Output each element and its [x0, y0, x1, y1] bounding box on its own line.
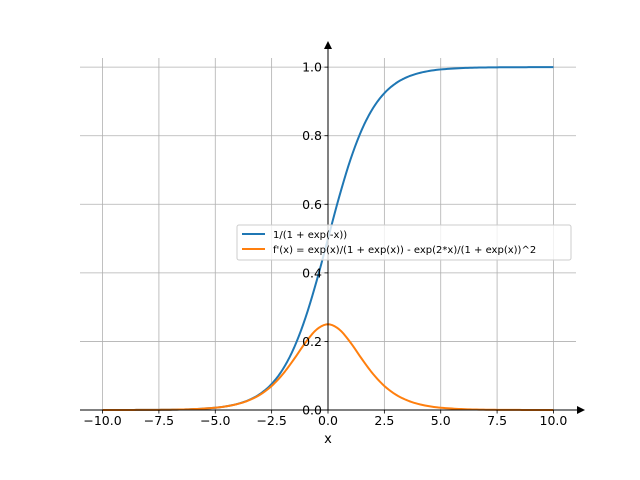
y-tick-label: 0.0 — [302, 403, 322, 418]
x-tick-label: −5.0 — [200, 413, 230, 428]
x-tick-label: −2.5 — [256, 413, 286, 428]
x-axis-arrow — [577, 406, 585, 414]
legend-box — [236, 224, 572, 261]
x-tick-label: −10.0 — [83, 413, 121, 428]
legend: 1/(1 + exp(-x)) f'(x) = exp(x)/(1 + exp(… — [236, 224, 572, 261]
x-axis-label: x — [324, 432, 332, 447]
y-tick-label: 1.0 — [302, 60, 322, 75]
y-tick-label: 0.4 — [302, 265, 322, 280]
tick-labels: −10.0 −7.5 −5.0 −2.5 0.0 2.5 5.0 7.5 10.0 0.0 0.2 0… — [83, 60, 567, 428]
y-tick-label: 0.6 — [302, 197, 322, 212]
y-tick-label: 0.2 — [302, 334, 322, 349]
legend-label-series-2: f'(x) = exp(x)/(1 + exp(x)) - exp(2*x)/(… — [273, 245, 536, 256]
legend-label-series-1: 1/(1 + exp(-x)) — [273, 230, 347, 241]
x-tick-label: 5.0 — [431, 413, 451, 428]
x-tick-label: −7.5 — [144, 413, 174, 428]
x-tick-label: 2.5 — [374, 413, 394, 428]
x-tick-label: 10.0 — [540, 413, 568, 428]
x-tick-label: 7.5 — [487, 413, 507, 428]
y-axis-arrow — [324, 41, 332, 49]
y-tick-label: 0.8 — [302, 128, 322, 143]
x-tick-label: 0.0 — [318, 413, 338, 428]
